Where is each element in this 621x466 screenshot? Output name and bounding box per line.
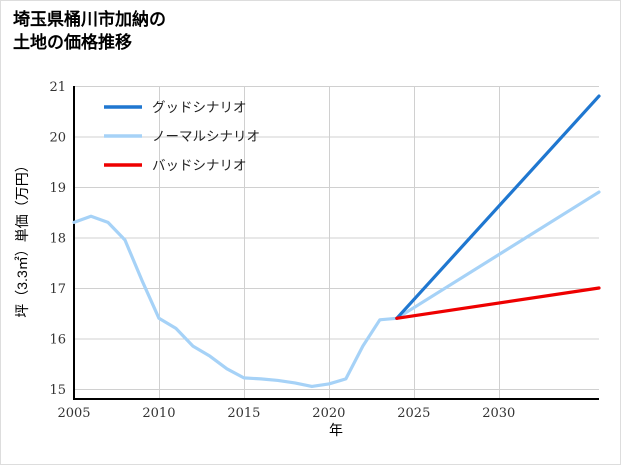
x-tick-label-2010: 2010 (142, 406, 175, 421)
y-tick-label-15: 15 (49, 383, 66, 398)
axis-spines (72, 86, 599, 401)
page-title: 埼玉県桶川市加納の 土地の価格推移 (13, 10, 166, 52)
y-tick-label-19: 19 (49, 181, 66, 196)
y-tick-label-17: 17 (49, 282, 66, 297)
series-line-good (395, 94, 601, 320)
x-axis-tick-labels: 2005 2010 2015 2020 2025 2030 (57, 406, 515, 421)
y-axis-tick-labels: 15 16 17 18 19 20 21 (49, 80, 66, 398)
legend-label-bad: バッドシナリオ (152, 158, 247, 173)
data-series-group (72, 94, 601, 389)
x-tick-label-2020: 2020 (312, 406, 345, 421)
x-tick-label-2025: 2025 (397, 406, 430, 421)
x-tick-label-2005: 2005 (57, 406, 90, 421)
series-line-bad (395, 286, 601, 320)
y-axis-title: 坪（3.3㎡）単価（万円） (14, 158, 30, 317)
legend-label-good: グッドシナリオ (152, 100, 247, 115)
y-tick-label-18: 18 (49, 232, 66, 247)
y-tick-label-21: 21 (49, 80, 66, 95)
x-tick-label-2030: 2030 (482, 406, 515, 421)
y-tick-label-16: 16 (49, 333, 66, 348)
y-tick-label-20: 20 (49, 131, 66, 146)
x-tick-label-2015: 2015 (227, 406, 260, 421)
legend-label-normal: ノーマルシナリオ (152, 129, 260, 144)
horizontal-gridlines (74, 86, 599, 390)
series-line-normal (72, 190, 601, 389)
x-axis-title: 年 (329, 422, 343, 438)
